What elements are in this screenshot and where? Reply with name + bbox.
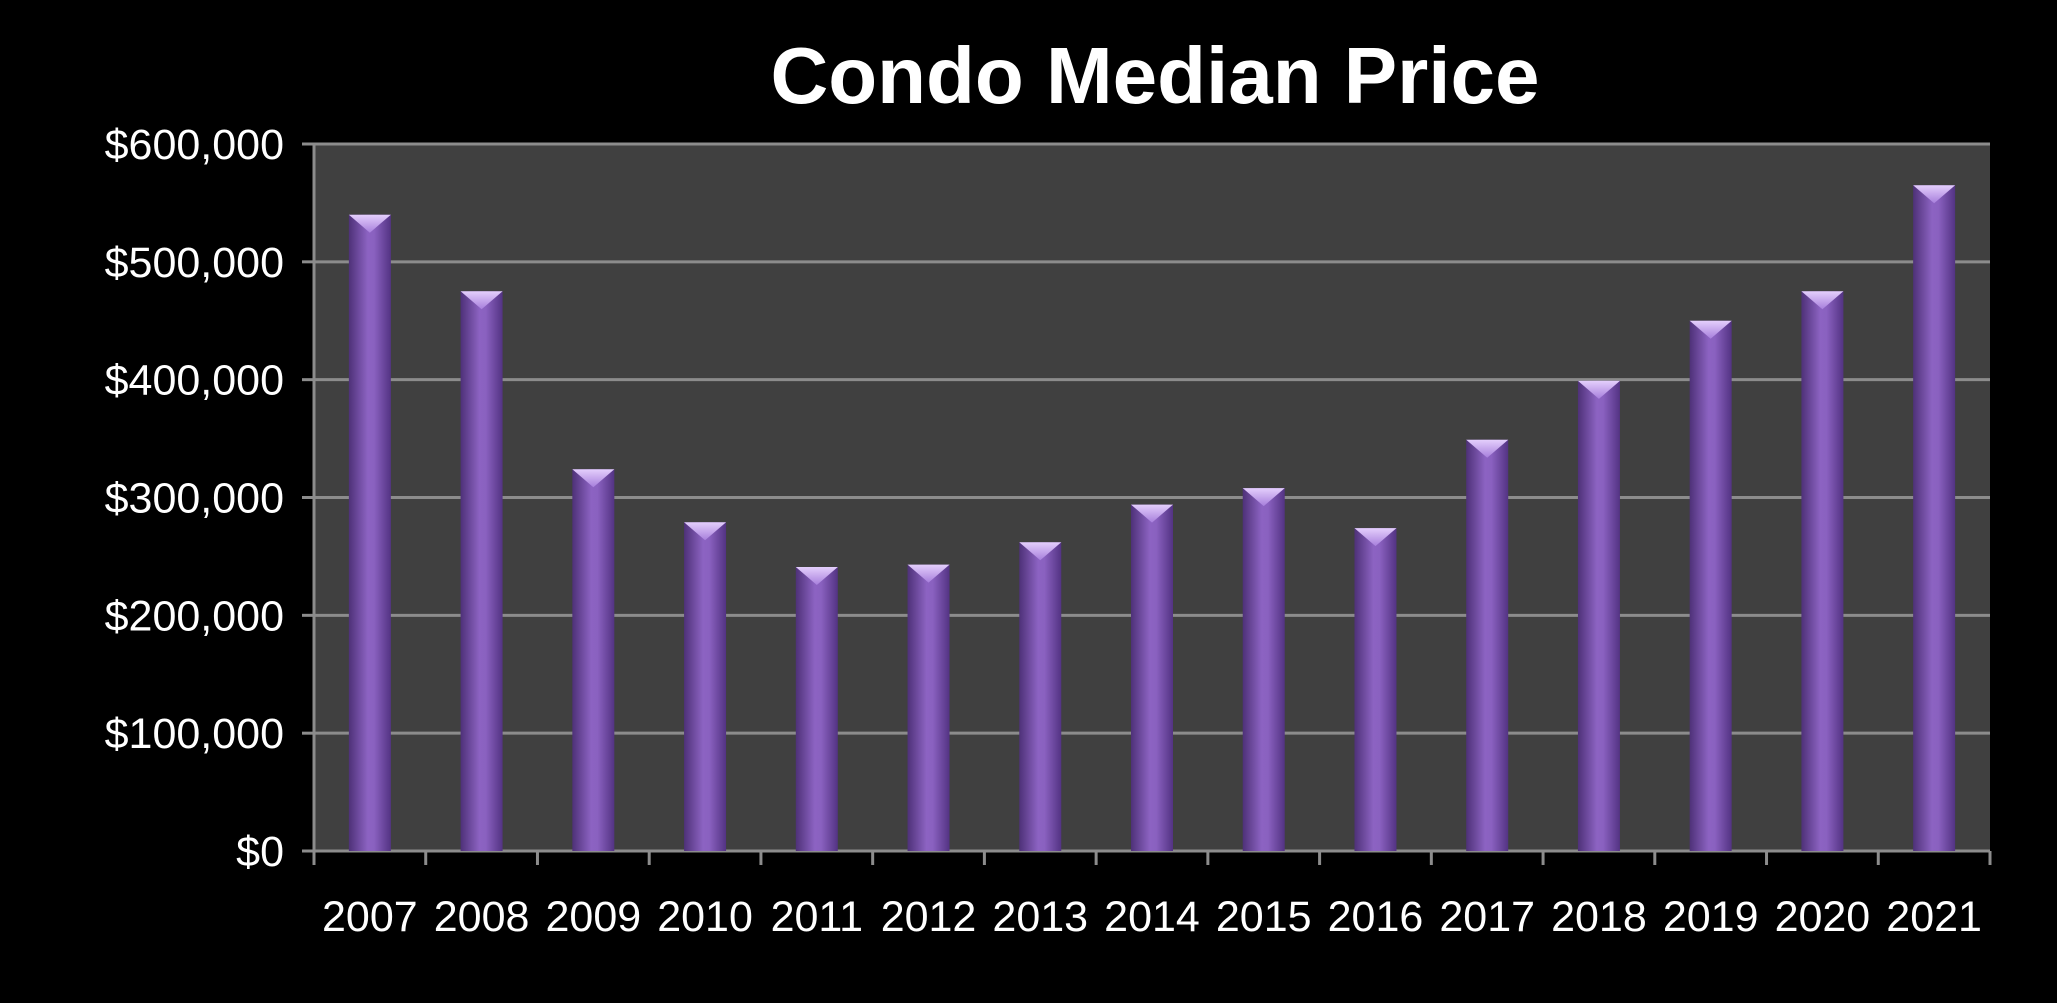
x-tick-label: 2012 bbox=[881, 893, 977, 941]
bar bbox=[907, 564, 950, 851]
bar-body bbox=[1131, 504, 1173, 851]
bar-body bbox=[684, 522, 727, 851]
bar-body bbox=[1466, 439, 1509, 851]
bar bbox=[1466, 439, 1509, 851]
x-tick-labels: 2007 2008 2009 2010 2011 2012 2013 2014 2015 2016… bbox=[322, 893, 1982, 941]
bar-body bbox=[1801, 291, 1844, 852]
x-tick-label: 2008 bbox=[434, 893, 530, 941]
y-tick-label: $300,000 bbox=[105, 475, 284, 523]
bar bbox=[1019, 542, 1062, 851]
bar-cap bbox=[684, 522, 727, 541]
bar-body bbox=[907, 564, 950, 851]
bar bbox=[1801, 291, 1844, 852]
bar bbox=[348, 214, 391, 851]
x-tick-label: 2017 bbox=[1439, 893, 1535, 941]
y-tick-label: $0 bbox=[236, 828, 284, 876]
x-tick-label: 2018 bbox=[1551, 893, 1647, 941]
y-tick-label: $600,000 bbox=[105, 121, 284, 169]
bar bbox=[1577, 380, 1620, 851]
x-tick-label: 2021 bbox=[1886, 893, 1982, 941]
bar bbox=[1913, 185, 1956, 851]
x-tick-label: 2010 bbox=[657, 893, 753, 941]
bar-body bbox=[1913, 185, 1956, 851]
bar-body bbox=[1019, 542, 1062, 851]
bar-body bbox=[795, 567, 838, 851]
bar bbox=[1689, 320, 1732, 851]
chart-title: Condo Median Price bbox=[771, 31, 1540, 120]
bar-cap bbox=[1801, 291, 1844, 310]
bar bbox=[684, 522, 727, 851]
bar bbox=[795, 567, 838, 851]
bar bbox=[460, 291, 503, 852]
bar bbox=[572, 469, 615, 851]
x-tick-label: 2011 bbox=[771, 893, 863, 941]
x-tick-label: 2019 bbox=[1663, 893, 1759, 941]
x-tick-label: 2014 bbox=[1104, 893, 1200, 941]
bar-cap bbox=[795, 567, 838, 586]
bar-cap bbox=[1131, 504, 1173, 523]
bar-cap bbox=[1466, 439, 1509, 458]
y-tick-labels: $0 $100,000 $200,000 $300,000 $400,000 $500,0… bbox=[105, 121, 284, 876]
x-tick-label: 2007 bbox=[322, 893, 418, 941]
bar-cap bbox=[1242, 488, 1285, 507]
bar-body bbox=[1354, 528, 1397, 851]
bar bbox=[1242, 488, 1285, 851]
bar bbox=[1131, 504, 1173, 851]
bar-cap bbox=[572, 469, 615, 488]
y-tick-label: $100,000 bbox=[105, 710, 284, 758]
bar-body bbox=[572, 469, 615, 851]
x-tick-label: 2009 bbox=[545, 893, 641, 941]
bar-body bbox=[1242, 488, 1285, 851]
y-tick-label: $200,000 bbox=[105, 592, 284, 640]
bar-cap bbox=[1577, 380, 1620, 399]
bar-cap bbox=[348, 214, 391, 233]
bar-cap bbox=[1913, 185, 1956, 204]
bar bbox=[1354, 528, 1397, 851]
bar-body bbox=[1689, 320, 1732, 851]
x-tick-label: 2016 bbox=[1328, 893, 1424, 941]
x-tick-label: 2015 bbox=[1216, 893, 1312, 941]
bar-body bbox=[460, 291, 503, 852]
bar-body bbox=[348, 214, 391, 851]
bar-cap bbox=[460, 291, 503, 310]
bars bbox=[348, 185, 1956, 852]
bar-cap bbox=[1354, 528, 1397, 547]
bar-cap bbox=[1689, 320, 1732, 339]
y-tick-label: $500,000 bbox=[105, 239, 284, 287]
y-tick-label: $400,000 bbox=[105, 357, 284, 405]
bar-cap bbox=[907, 564, 950, 583]
x-tick-label: 2020 bbox=[1775, 893, 1871, 941]
x-tick-label: 2013 bbox=[992, 893, 1088, 941]
bar-cap bbox=[1019, 542, 1062, 561]
bar-body bbox=[1577, 380, 1620, 851]
